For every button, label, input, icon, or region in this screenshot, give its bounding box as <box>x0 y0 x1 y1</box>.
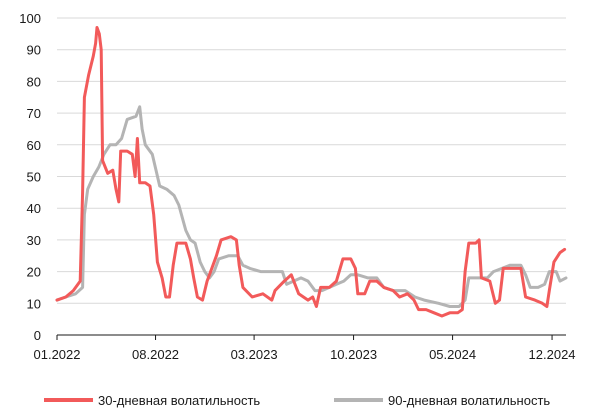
series-line-30d <box>55 26 567 318</box>
y-tick-label: 40 <box>27 201 41 216</box>
x-tick-label: 01.2022 <box>34 347 81 362</box>
legend-label-90d: 90-дневная волатильность <box>388 393 550 408</box>
x-tick-label: 10.2023 <box>330 347 377 362</box>
x-tick-label: 12.2024 <box>529 347 576 362</box>
x-tick-label: 08.2022 <box>132 347 179 362</box>
series-line-90d <box>55 105 568 308</box>
y-axis-ticks: 0 10 20 30 40 50 60 70 80 90 100 <box>19 11 41 343</box>
y-tick-label: 80 <box>27 74 41 89</box>
y-tick-label: 0 <box>34 328 41 343</box>
y-tick-label: 100 <box>19 11 41 26</box>
y-tick-label: 50 <box>27 170 41 185</box>
y-tick-label: 60 <box>27 138 41 153</box>
legend: 30-дневная волатильность 90-дневная волат… <box>44 393 550 408</box>
y-tick-label: 10 <box>27 296 41 311</box>
y-tick-label: 90 <box>27 43 41 58</box>
legend-label-30d: 30-дневная волатильность <box>98 393 260 408</box>
y-tick-label: 20 <box>27 265 41 280</box>
x-tick-label: 03.2023 <box>231 347 278 362</box>
series-lines <box>55 26 568 318</box>
x-tick-label: 05.2024 <box>429 347 476 362</box>
x-axis-ticks: 01.2022 08.2022 03.2023 10.2023 05.2024 12.20… <box>34 335 576 362</box>
y-tick-label: 30 <box>27 233 41 248</box>
y-tick-label: 70 <box>27 106 41 121</box>
